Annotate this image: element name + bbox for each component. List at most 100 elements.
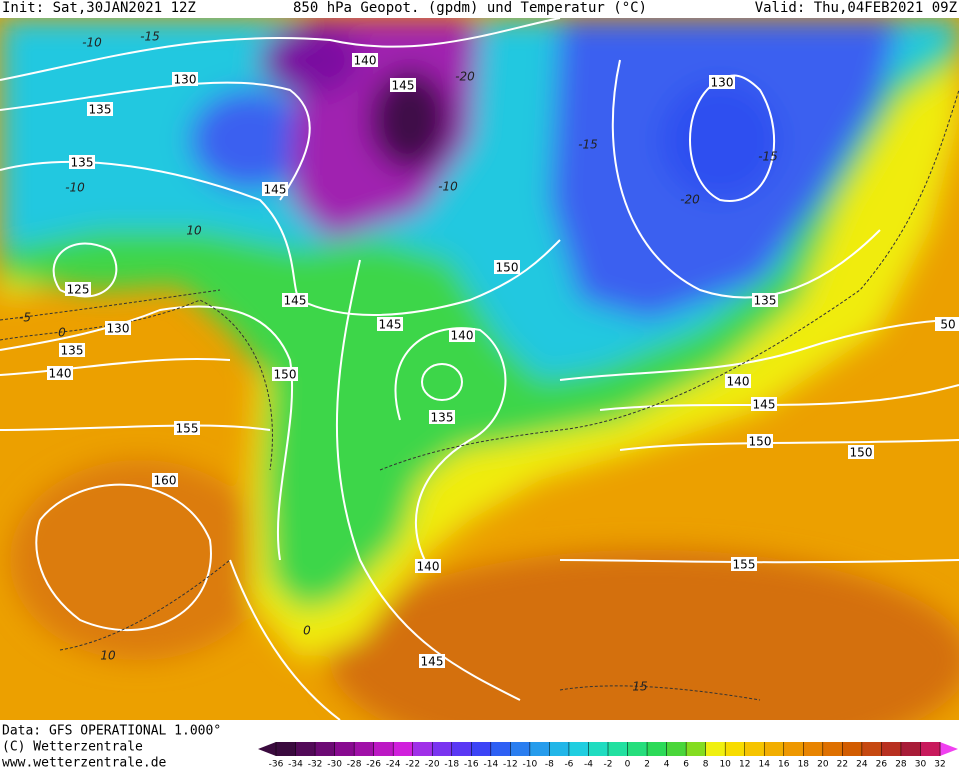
colorbar-high-arrow xyxy=(940,742,958,756)
colorbar-swatch xyxy=(842,742,863,756)
contour-label: 150 xyxy=(274,368,297,382)
colorbar-swatch xyxy=(354,742,375,756)
contour-label-box xyxy=(262,182,288,196)
colorbar-swatch xyxy=(451,742,472,756)
contour-label-box xyxy=(59,343,85,357)
colorbar-swatch xyxy=(861,742,882,756)
contour-label-box xyxy=(282,293,308,307)
contour-label: 145 xyxy=(753,398,776,412)
colorbar-swatch xyxy=(900,742,921,756)
contour-label-box xyxy=(449,328,475,342)
contour-label: 50 xyxy=(940,318,955,332)
colorbar-tick-label: -8 xyxy=(545,760,554,770)
colorbar-tick-label: 26 xyxy=(876,760,888,770)
map: 1301351351401451451251301351401451501451… xyxy=(0,18,959,720)
colorbar-swatch xyxy=(529,742,550,756)
temperature-label: -20 xyxy=(680,193,700,207)
temperature-label: 15 xyxy=(632,680,647,694)
colorbar-swatch xyxy=(315,742,336,756)
contour-label: 145 xyxy=(421,655,444,669)
contour-label: 145 xyxy=(392,79,415,93)
contour-label: 155 xyxy=(733,558,756,572)
contour-label-box xyxy=(152,473,178,487)
colorbar-tick-label: 22 xyxy=(837,760,848,770)
contour-label-box xyxy=(172,72,198,86)
contour-label: 140 xyxy=(354,54,377,68)
colorbar-swatch xyxy=(334,742,355,756)
colorbar-swatch xyxy=(549,742,570,756)
colorbar-tick-label: -12 xyxy=(503,760,518,770)
colorbar-swatch xyxy=(295,742,316,756)
colorbar-swatch xyxy=(744,742,765,756)
colorbar-swatch xyxy=(920,742,941,756)
colorbar-tick-label: -34 xyxy=(288,760,303,770)
contour-label: 130 xyxy=(174,73,197,87)
contour-label-box xyxy=(87,102,113,116)
colorbar-tick-label: 4 xyxy=(664,760,670,770)
colorbar-tick-label: -14 xyxy=(483,760,498,770)
contour-label-box xyxy=(105,321,131,335)
contour-label: 135 xyxy=(89,103,112,117)
contour-label: 140 xyxy=(727,375,750,389)
colorbar-tick-label: -2 xyxy=(604,760,613,770)
temperature-label: -15 xyxy=(758,150,778,164)
colorbar-swatch xyxy=(686,742,707,756)
colorbar-swatch xyxy=(783,742,804,756)
colorbar-tick-label: 24 xyxy=(856,760,868,770)
colorbar-low-arrow xyxy=(258,742,276,756)
temperature-label: -5 xyxy=(19,311,31,325)
url: www.wetterzentrale.de xyxy=(2,756,167,770)
colorbar-tick-label: -36 xyxy=(269,760,284,770)
colorbar-swatch xyxy=(666,742,687,756)
init-time: Init: Sat,30JAN2021 12Z xyxy=(2,0,196,16)
contour-label: 160 xyxy=(154,474,177,488)
contour-label: 150 xyxy=(496,261,519,275)
data-source: Data: GFS OPERATIONAL 1.000° xyxy=(2,724,221,739)
colorbar-swatch xyxy=(276,742,297,756)
colorbar-tick-label: -18 xyxy=(444,760,459,770)
colorbar-swatch xyxy=(471,742,492,756)
contour-label-box xyxy=(429,410,455,424)
contour-label-box xyxy=(709,75,735,89)
colorbar-tick-label: 20 xyxy=(817,760,829,770)
temperature-label: -10 xyxy=(438,180,458,194)
contour-label-box xyxy=(65,282,91,296)
map-title: 850 hPa Geopot. (gpdm) und Temperatur (°… xyxy=(293,0,647,16)
colorbar-swatch xyxy=(725,742,746,756)
contour-label: 135 xyxy=(61,344,84,358)
contour-label-box xyxy=(494,260,520,274)
contour-label: 150 xyxy=(850,446,873,460)
contour-label-box xyxy=(935,317,959,331)
contour-label-box xyxy=(752,293,778,307)
colorbar-swatch xyxy=(822,742,843,756)
contour-label: 140 xyxy=(49,367,72,381)
contour-label: 145 xyxy=(379,318,402,332)
colorbar-tick-label: -26 xyxy=(366,760,381,770)
colorbar-tick-label: 16 xyxy=(778,760,790,770)
contour-label: 135 xyxy=(71,156,94,170)
contour-label: 140 xyxy=(451,329,474,343)
contour-label-box xyxy=(747,434,773,448)
colorbar-tick-label: 2 xyxy=(644,760,650,770)
colorbar-tick-label: 0 xyxy=(625,760,631,770)
colorbar-tick-label: -28 xyxy=(347,760,362,770)
contour-label: 155 xyxy=(176,422,199,436)
colorbar-swatch xyxy=(412,742,433,756)
temperature-label: -15 xyxy=(140,30,160,44)
contour-label: 140 xyxy=(417,560,440,574)
colorbar-swatch xyxy=(588,742,609,756)
colorbar-tick-label: 30 xyxy=(915,760,927,770)
contour-label: 145 xyxy=(264,183,287,197)
contour-label-box xyxy=(731,557,757,571)
contour-label: 125 xyxy=(67,283,90,297)
colorbar-tick-label: -4 xyxy=(584,760,593,770)
colorbar-tick-label: 8 xyxy=(703,760,709,770)
colorbar-tick-label: 10 xyxy=(719,760,731,770)
temperature-label: -10 xyxy=(82,36,102,50)
colorbar-swatch xyxy=(432,742,453,756)
contour-label-box xyxy=(272,367,298,381)
contour-label-box xyxy=(352,53,378,67)
temperature-label: -20 xyxy=(455,70,475,84)
colorbar-tick-label: -20 xyxy=(425,760,440,770)
colorbar-tick-label: -22 xyxy=(405,760,420,770)
